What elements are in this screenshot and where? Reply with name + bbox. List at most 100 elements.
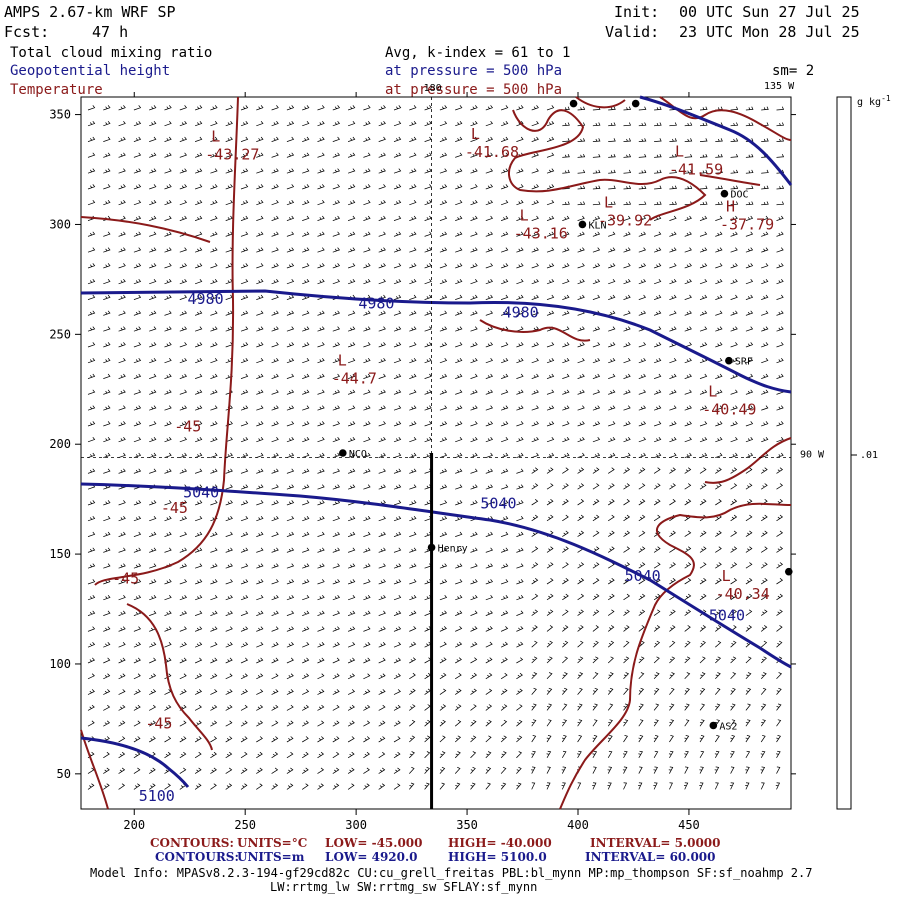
y-tick-label: 300 — [49, 217, 71, 231]
station-dot — [631, 99, 640, 108]
pressure-height: at pressure = 500 hPa — [385, 63, 562, 79]
extremum-letter: L — [675, 143, 684, 161]
height-contour — [80, 736, 190, 788]
station-dot — [339, 449, 347, 457]
temperature-contour — [479, 319, 591, 342]
y-tick-label: 50 — [57, 767, 71, 781]
wind-barbs — [87, 105, 785, 790]
station-label: DOC — [730, 190, 748, 201]
extremum-value: -43.27 — [205, 145, 259, 163]
colorbar-units-exponent: -1 — [881, 94, 891, 103]
temperature-contour-label: -45 — [112, 569, 139, 587]
extremum-value: -39.92 — [598, 211, 652, 229]
smoothing-label: sm= 2 — [772, 63, 814, 79]
field-label-temperature: Temperature — [10, 82, 103, 98]
contours-temp-units: UNITS=°C — [237, 836, 307, 850]
y-tick-label: 250 — [49, 327, 71, 341]
meridian-label-135w: 135 W — [764, 81, 795, 92]
station-dot — [578, 220, 587, 229]
contours-temp-interval: INTERVAL= 5.0000 — [590, 836, 721, 850]
contours-temp-low: LOW= -45.000 — [325, 836, 423, 850]
avg-k-index: Avg, k-index = 61 to 1 — [385, 45, 570, 61]
height-contour-label: 4980 — [503, 303, 539, 321]
station-label: AS2 — [719, 721, 737, 732]
height-contour-label: 5100 — [139, 787, 175, 805]
forecast-label: Fcst: — [4, 23, 49, 41]
colorbar-box — [836, 96, 852, 810]
station-label: NCO — [349, 449, 367, 460]
x-tick-label: 250 — [234, 818, 256, 832]
station-label: SRF — [735, 357, 753, 368]
colorbar-units-base: g kg — [857, 97, 881, 108]
contours-temp-high: HIGH= -40.000 — [448, 836, 552, 850]
extremum-letter: L — [211, 127, 220, 145]
model-info-line1: Model Info: MPASv8.2.3-194-gf29cd82c CU:… — [90, 866, 812, 880]
footer: CONTOURS: UNITS=°C LOW= -45.000 HIGH= -4… — [90, 836, 812, 894]
x-tick-label: 350 — [456, 818, 478, 832]
temperature-contour-label: -45 — [161, 499, 188, 517]
meridian-label-90w: 90 W — [800, 449, 825, 460]
height-contour-label: 5040 — [625, 567, 661, 585]
height-contour — [80, 289, 792, 394]
station-dot — [720, 189, 729, 198]
extremum-value: -41.68 — [465, 143, 519, 161]
extremum-value: -40.49 — [702, 400, 756, 418]
wind-barb-field — [87, 105, 785, 790]
station-dot — [725, 356, 733, 365]
header-title: AMPS 2.67-km WRF SP — [4, 3, 176, 21]
colorbar: g kg-1 .01 — [836, 94, 891, 810]
colorbar-tick-label: .01 — [860, 450, 878, 461]
map-frame — [80, 96, 792, 810]
pressure-temperature: at pressure = 500 hPa — [385, 82, 562, 98]
station-label: Henry — [438, 543, 468, 554]
temperature-contours — [80, 96, 792, 810]
x-tick-label: 300 — [345, 818, 367, 832]
field-label-cloud: Total cloud mixing ratio — [10, 45, 212, 61]
meridian-label-180: 180 — [424, 83, 442, 94]
extremum-letter: H — [726, 198, 735, 216]
station-markers: NCO Henry KLN DOC SRF AS2 — [339, 99, 793, 732]
temperature-contour — [126, 603, 213, 751]
temperature-contour-label: -45 — [145, 714, 172, 732]
extremum-letter: L — [338, 351, 347, 369]
y-tick-label: 100 — [49, 657, 71, 671]
init-label: Init: — [614, 3, 659, 21]
extremum-letter: L — [604, 193, 613, 211]
height-contour-label: 4980 — [358, 295, 394, 313]
contours-height-high: HIGH= 5100.0 — [448, 850, 547, 864]
model-info-line2: LW:rrtmg_lw SW:rrtmg_sw SFLAY:sf_mynn — [270, 880, 537, 894]
meridian-lines — [81, 97, 791, 809]
colorbar-units: g kg-1 — [857, 94, 891, 108]
extremum-letter: L — [708, 382, 717, 400]
x-tick-label: 400 — [567, 818, 589, 832]
contour-labels: 4980 4980 4980 5040 5040 5040 5040 5100 -45 -45 -4… — [112, 290, 745, 805]
valid-value: 23 UTC Mon 28 Jul 25 — [679, 23, 860, 41]
map-panel: NCO Henry KLN DOC SRF AS2 4980 4980 4980 5040 504… — [80, 95, 793, 810]
temperature-contour-label: -45 — [174, 418, 201, 436]
temperature-contour — [575, 96, 792, 141]
geopotential-height-contours — [80, 95, 793, 788]
extremum-letter: L — [722, 567, 731, 585]
height-contour-label: 5040 — [183, 484, 219, 502]
x-tick-label: 450 — [678, 818, 700, 832]
extremum-letter: L — [471, 125, 480, 143]
map-axes: 200 250 300 350 400 450 50 100 150 200 250 300 350 — [49, 92, 796, 832]
y-tick-label: 350 — [49, 108, 71, 122]
extremum-value: -41.59 — [669, 161, 723, 179]
temperature-contour — [80, 216, 211, 243]
extremum-value: -40.34 — [716, 585, 770, 603]
temperature-contour — [94, 96, 239, 586]
contours-temp-label: CONTOURS: — [150, 836, 234, 850]
init-value: 00 UTC Sun 27 Jul 25 — [679, 3, 860, 21]
temperature-contour — [508, 109, 761, 221]
station-dot — [569, 99, 578, 108]
height-contour-label: 5040 — [709, 607, 745, 625]
forecast-value: 47 h — [92, 23, 128, 41]
extremum-value: -43.16 — [514, 224, 568, 242]
y-tick-label: 200 — [49, 437, 71, 451]
extrema-labels: L-43.27L-41.68 L-41.59L-43.16L-39.92H-37.… — [205, 125, 774, 603]
contours-height-low: LOW= 4920.0 — [325, 850, 418, 864]
station-label: KLN — [588, 220, 606, 231]
temperature-contour — [704, 437, 792, 484]
station-dot — [427, 543, 436, 552]
